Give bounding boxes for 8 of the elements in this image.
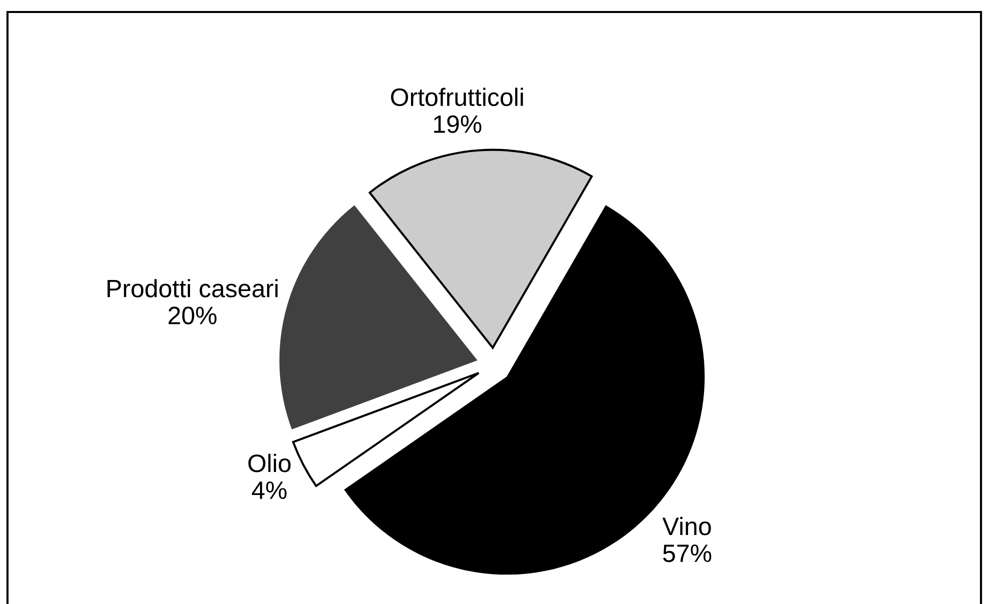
slice-label: Vino [662, 516, 711, 536]
slice-label: Ortofrutticoli [391, 88, 523, 106]
data-label: 19% [434, 115, 482, 134]
slice-label: Olio [248, 454, 291, 472]
slice-label: Prodotti caseari [108, 279, 278, 298]
data-label: 4% [252, 482, 287, 500]
data-label: 20% [168, 306, 217, 324]
data-label: 57% [663, 544, 712, 562]
